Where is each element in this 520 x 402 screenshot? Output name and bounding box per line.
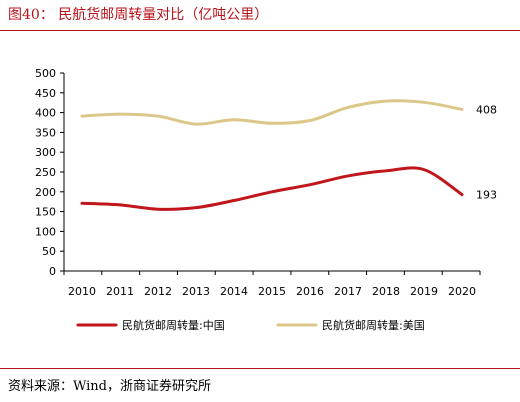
y-tick-label: 300 <box>35 146 56 159</box>
y-tick-label: 100 <box>35 225 56 238</box>
x-tick-label: 2012 <box>144 285 172 298</box>
x-tick-label: 2013 <box>182 285 210 298</box>
chart-legend: 民航货邮周转量:中国 民航货邮周转量:美国 <box>76 318 425 332</box>
y-tick-label: 500 <box>35 67 56 80</box>
y-tick-label: 50 <box>42 245 56 258</box>
series-end-label-1: 193 <box>476 189 497 202</box>
x-tick-label: 2014 <box>220 285 248 298</box>
series-lines <box>80 99 464 211</box>
y-tick-label: 250 <box>35 166 56 179</box>
series-line-1 <box>80 166 464 211</box>
y-tick-label: 0 <box>49 265 56 278</box>
y-tick-label: 400 <box>35 107 56 120</box>
source-note: 资料来源：Wind，浙商证券研究所 <box>8 379 211 394</box>
x-tick-label: 2015 <box>258 285 286 298</box>
source-rule <box>0 368 520 369</box>
x-tick-label: 2019 <box>410 285 438 298</box>
x-tick-label: 2016 <box>296 285 324 298</box>
end-labels: 193 408 <box>476 103 497 201</box>
x-axis-ticks: 2010 2011 2012 2013 2014 2015 2016 2017 2018 2019… <box>63 271 481 298</box>
x-tick-label: 2018 <box>372 285 400 298</box>
title-rule <box>0 30 520 31</box>
x-tick-label: 2020 <box>448 285 476 298</box>
figure-title: 图40： 民航货邮周转量对比（亿吨公里） <box>8 7 269 23</box>
series-line-2 <box>80 99 464 126</box>
x-tick-label: 2017 <box>334 285 362 298</box>
series-end-label-2: 408 <box>476 103 497 116</box>
legend-label-1: 民航货邮周转量:中国 <box>122 318 225 332</box>
y-tick-label: 450 <box>35 87 56 100</box>
y-tick-label: 200 <box>35 186 56 199</box>
y-tick-label: 150 <box>35 206 56 219</box>
y-axis-ticks: 0 50 100 150 200 250 300 350 400 450 500 <box>35 67 64 278</box>
x-tick-label: 2011 <box>106 285 134 298</box>
legend-label-2: 民航货邮周转量:美国 <box>322 318 425 332</box>
y-tick-label: 350 <box>35 126 56 139</box>
x-tick-label: 2010 <box>68 285 96 298</box>
